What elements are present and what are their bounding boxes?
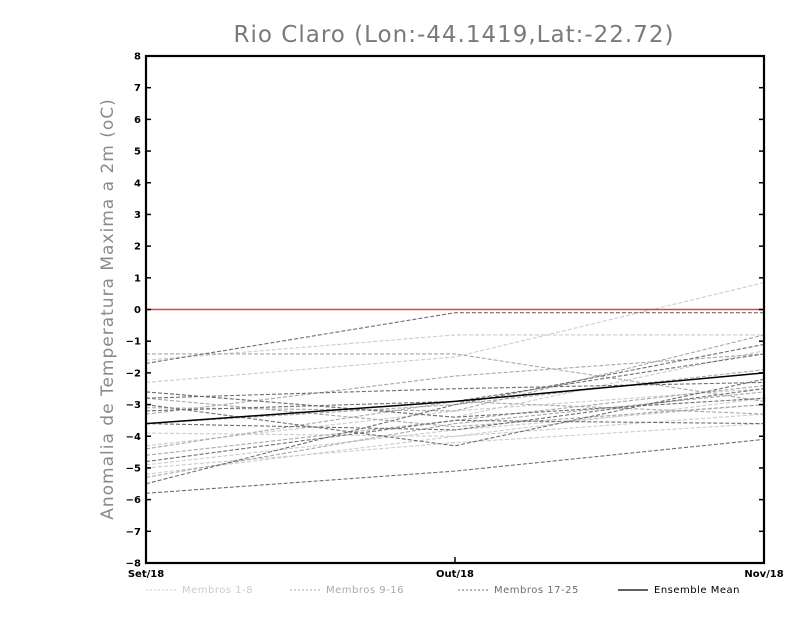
legend-label: Membros 1-8 <box>182 585 253 596</box>
series-line-group2-member2 <box>145 353 765 415</box>
series-line-group3-member2 <box>145 438 765 494</box>
series-line-group2-member3 <box>145 385 765 456</box>
y-tick-label: −8 <box>126 559 141 570</box>
y-tick-label: 3 <box>134 210 141 221</box>
y-tick-label: 8 <box>134 52 141 63</box>
y-tick-label: 0 <box>134 305 141 316</box>
series-line-group2-member4 <box>145 334 765 412</box>
series-line-group3-member7 <box>145 343 765 485</box>
series-line-group3-member8 <box>145 391 765 418</box>
x-tick-label: Out/18 <box>436 569 474 580</box>
y-axis-label: Anomalia de Temperatura Maxima a 2m (oC) <box>98 98 118 520</box>
series-line-group3-member5 <box>145 419 765 463</box>
y-tick-label: 6 <box>134 115 141 126</box>
y-tick-label: 1 <box>134 273 141 284</box>
plot-area <box>145 282 765 494</box>
series-line-group1-member4 <box>145 334 764 361</box>
ensemble-mean-line <box>145 372 765 425</box>
y-tick-label: −2 <box>126 368 141 379</box>
y-tick-label: −4 <box>126 432 141 443</box>
y-tick-label: 4 <box>134 178 141 189</box>
y-tick-label: −7 <box>126 527 141 538</box>
series-line-group2-member6 <box>145 369 765 425</box>
series-line-group1-member1 <box>145 282 765 383</box>
legend-label: Membros 17-25 <box>494 585 579 596</box>
series-line-group1-member8 <box>145 413 765 475</box>
x-tick-label: Nov/18 <box>744 569 783 580</box>
legend: Membros 1-8 Membros 9-16 Membros 17-25 Ense… <box>146 585 740 596</box>
series-line-group3-member9 <box>145 378 765 447</box>
series-line-group1-member3 <box>145 404 765 466</box>
y-tick-label: −1 <box>126 337 141 348</box>
series-line-group2-member5 <box>145 391 765 478</box>
y-tick-label: 5 <box>134 147 141 158</box>
y-tick-label: 7 <box>134 83 141 94</box>
y-tick-label: −3 <box>126 400 141 411</box>
series-line-group3-member1 <box>145 312 764 364</box>
y-tick-label: 2 <box>134 242 141 253</box>
chart-title: Rio Claro (Lon:-44.1419,Lat:-22.72) <box>234 22 675 48</box>
x-tick-label: Set/18 <box>128 569 164 580</box>
series-line-group1-member5 <box>145 397 765 437</box>
y-tick-label: −5 <box>126 463 141 474</box>
legend-label: Membros 9-16 <box>326 585 404 596</box>
series-line-group2-member1 <box>146 353 765 402</box>
legend-label: Ensemble Mean <box>654 585 740 596</box>
y-tick-label: −6 <box>126 495 141 506</box>
series-line-group3-member6 <box>145 388 765 431</box>
axes: −8 −7 −6 −5 −4 −3 −2 −1 0 1 2 3 4 5 6 7 8 Set/18 Out/18 Nov… <box>126 52 784 581</box>
series-line-group3-member4 <box>145 381 765 399</box>
